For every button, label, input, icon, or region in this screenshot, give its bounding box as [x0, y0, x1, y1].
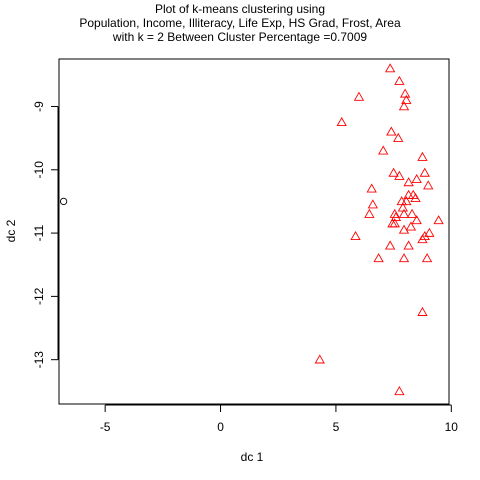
data-point-triangle	[398, 224, 410, 234]
data-point-triangle	[411, 215, 422, 225]
data-point-triangle	[387, 218, 398, 228]
data-point-triangle	[367, 199, 379, 209]
y-tick-label: -10	[32, 161, 46, 179]
chart-title-line-2: Population, Income, Illiteracy, Life Exp…	[79, 16, 401, 30]
chart-title-line-1: Plot of k-means clustering using	[154, 2, 326, 16]
data-point-triangle	[366, 183, 377, 193]
data-point-triangle	[398, 101, 410, 111]
data-point-triangle	[417, 306, 428, 316]
data-point-triangle	[394, 170, 405, 180]
y-tick-label: -11	[32, 225, 46, 242]
y-tick-label: -13	[32, 351, 46, 369]
data-point-circle	[59, 197, 68, 206]
data-point-triangle	[388, 167, 399, 177]
data-point-triangle	[373, 253, 384, 263]
data-point-triangle	[424, 227, 435, 237]
data-point-triangle	[394, 386, 405, 396]
data-point-triangle	[386, 126, 397, 136]
x-tick-label: 5	[333, 420, 340, 434]
x-tick-label: -5	[100, 420, 111, 434]
data-point-triangle	[423, 180, 434, 190]
y-axis-label: dc 2	[4, 219, 18, 243]
data-point-triangle	[403, 240, 414, 250]
chart-title-line-3: with k = 2 Between Cluster Percentage =0…	[112, 30, 368, 44]
data-point-triangle	[364, 208, 375, 218]
data-point-triangle	[350, 230, 361, 240]
data-point-triangle	[419, 167, 430, 177]
data-point-triangle	[417, 234, 428, 244]
data-point-triangle	[411, 173, 422, 184]
data-point-triangle	[384, 63, 396, 73]
data-point-triangle	[433, 215, 444, 225]
data-point-triangle	[401, 94, 412, 104]
data-point-triangle	[399, 88, 411, 98]
data-point-triangle	[398, 208, 410, 218]
plot-frame	[58, 58, 450, 405]
data-point-triangle	[421, 253, 433, 263]
x-tick-label: 10	[445, 420, 459, 434]
x-tick-label: 0	[217, 420, 224, 434]
y-tick-label: -9	[32, 101, 46, 112]
data-point-triangle	[378, 145, 389, 155]
data-point-triangle	[353, 91, 365, 101]
data-point-triangle	[406, 208, 418, 218]
y-tick-label: -12	[32, 287, 46, 305]
data-point-triangle	[410, 192, 421, 203]
x-axis-label: dc 1	[240, 450, 264, 464]
data-point-triangle	[336, 116, 347, 127]
data-point-triangle	[389, 208, 400, 218]
data-point-triangle	[398, 253, 410, 263]
data-point-triangle	[417, 151, 428, 161]
data-point-triangle	[314, 354, 325, 364]
data-point-triangle	[394, 75, 405, 85]
data-point-triangle	[405, 221, 417, 231]
data-point-triangle	[403, 189, 414, 199]
data-point-triangle	[403, 177, 414, 187]
data-point-triangle	[384, 240, 396, 250]
data-point-triangle	[393, 132, 404, 142]
